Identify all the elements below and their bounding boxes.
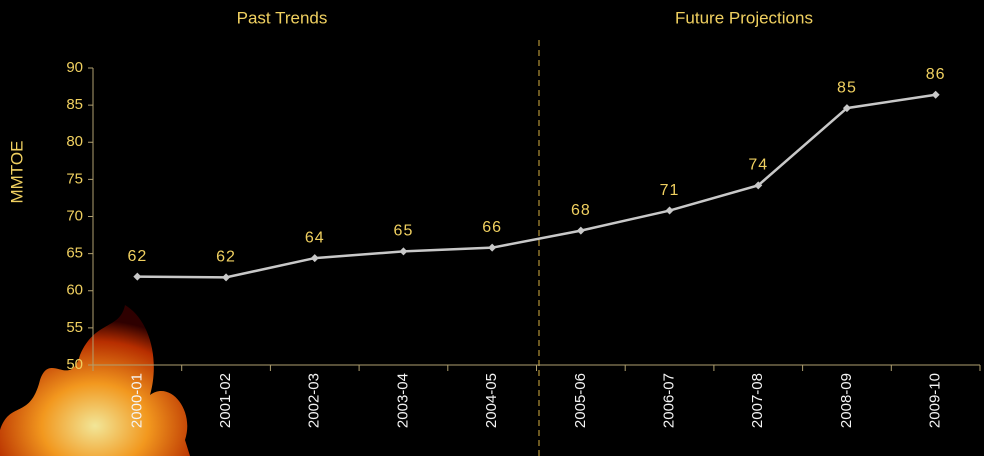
data-label: 64 xyxy=(305,229,325,246)
data-label: 71 xyxy=(660,182,680,199)
marker xyxy=(576,226,585,235)
fire-decoration xyxy=(0,305,190,456)
x-tick-label: 2005-06 xyxy=(572,373,589,428)
x-tick-label: 2009-10 xyxy=(927,373,944,428)
marker xyxy=(488,243,497,252)
x-tick-label: 2008-09 xyxy=(838,373,855,428)
data-label: 85 xyxy=(837,79,857,96)
marker xyxy=(665,206,674,215)
data-label: 65 xyxy=(394,223,414,240)
y-tick-label: 90 xyxy=(66,59,83,76)
y-tick-label: 65 xyxy=(66,245,83,262)
x-tick-label: 2000-01 xyxy=(128,373,145,428)
x-tick-label: 2003-04 xyxy=(394,373,411,428)
y-tick-label: 50 xyxy=(66,356,83,373)
y-tick-label: 80 xyxy=(66,133,83,150)
line xyxy=(137,93,936,279)
x-tick-label: 2004-05 xyxy=(483,373,500,428)
x-tick-label: 2002-03 xyxy=(306,373,323,428)
marker xyxy=(133,272,142,281)
y-tick-label: 75 xyxy=(66,170,83,187)
y-axis-label: MMTOE xyxy=(7,141,26,204)
x-tick-label: 2007-08 xyxy=(749,373,766,428)
data-label: 74 xyxy=(748,157,768,174)
data-label: 62 xyxy=(127,248,147,265)
data-label: 86 xyxy=(926,66,946,83)
y-tick-label: 60 xyxy=(66,282,83,299)
data-label: 62 xyxy=(216,249,236,266)
x-tick-label: 2001-02 xyxy=(217,373,234,428)
y-tick-label: 55 xyxy=(66,319,83,336)
y-tick-label: 70 xyxy=(66,207,83,224)
annotation: Future Projections xyxy=(675,8,813,27)
marker xyxy=(842,104,851,113)
marker xyxy=(931,90,940,99)
data-label: 66 xyxy=(482,219,502,236)
marker xyxy=(754,181,763,190)
annotation: Past Trends xyxy=(237,8,328,27)
x-tick-label: 2006-07 xyxy=(661,373,678,428)
marker xyxy=(222,273,231,282)
marker xyxy=(399,247,408,256)
data-label: 68 xyxy=(571,202,591,219)
y-tick-label: 85 xyxy=(66,96,83,113)
marker xyxy=(310,254,319,263)
